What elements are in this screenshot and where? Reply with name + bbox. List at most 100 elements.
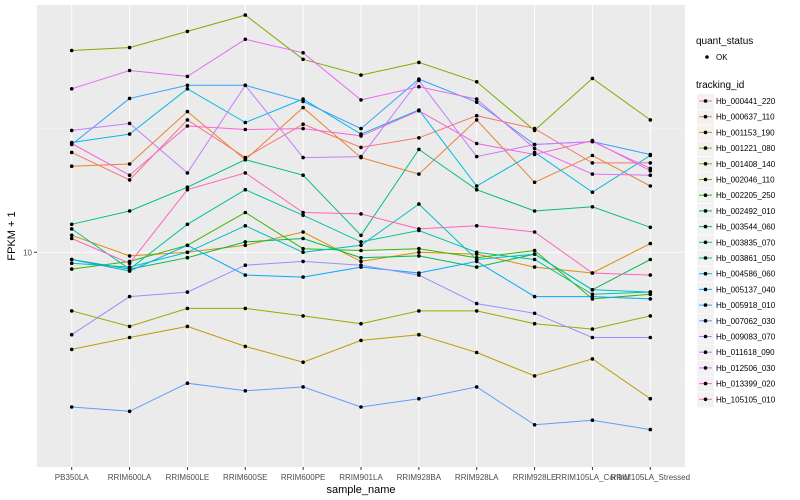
legend-label: Hb_004586_060 [716, 270, 776, 279]
legend-key-point [703, 303, 708, 307]
legend-label: Hb_007062_030 [716, 317, 776, 326]
data-point [359, 134, 363, 138]
data-point [301, 230, 305, 234]
data-point [417, 109, 421, 113]
data-point [243, 83, 248, 88]
legend-label: Hb_011618_090 [716, 348, 775, 357]
data-point [648, 173, 653, 177]
data-point [359, 259, 363, 264]
data-point [590, 153, 595, 158]
data-point [243, 273, 248, 277]
data-point [127, 121, 132, 126]
data-point [474, 350, 479, 355]
data-point [185, 29, 190, 34]
data-point [185, 290, 190, 294]
legend-key-point [703, 177, 708, 182]
data-point [648, 152, 653, 157]
data-point [185, 187, 190, 192]
data-point [590, 138, 595, 143]
data-point [185, 74, 190, 79]
data-point [474, 118, 479, 122]
data-point [185, 243, 190, 248]
data-point [69, 227, 74, 231]
data-point [590, 172, 595, 176]
data-point [417, 396, 421, 401]
legend-key-point [703, 271, 708, 276]
data-point [474, 141, 479, 146]
data-point [590, 190, 595, 194]
data-point [127, 254, 132, 258]
legend-key-point [703, 162, 708, 166]
x-tick-label: RRIM928LE [513, 473, 557, 482]
data-point [185, 83, 190, 88]
data-point [417, 309, 421, 313]
data-point [185, 109, 190, 114]
data-point [532, 294, 537, 299]
data-points [69, 13, 653, 432]
legend-point-key [705, 55, 709, 59]
data-point [532, 374, 537, 378]
data-point [243, 344, 248, 349]
data-point [69, 261, 74, 266]
legend-key-point [703, 366, 708, 370]
data-point [127, 324, 132, 329]
legend-key-point [703, 381, 708, 386]
data-point [590, 327, 595, 331]
data-point [474, 187, 479, 192]
data-point [359, 321, 363, 326]
legend-label: Hb_005918_010 [716, 301, 776, 310]
data-point [417, 254, 421, 258]
data-point [474, 265, 479, 269]
legend-key-point [703, 99, 708, 103]
data-point [243, 210, 248, 215]
data-point [301, 360, 305, 365]
x-tick-label: RRIM600SE [223, 473, 267, 482]
data-point [127, 96, 132, 101]
legend-label: Hb_012506_030 [716, 364, 776, 373]
data-point [417, 147, 421, 152]
data-point [417, 202, 421, 206]
data-point [417, 250, 421, 255]
data-point [185, 171, 190, 175]
legend-label: Hb_000637_110 [716, 113, 775, 122]
data-point [301, 210, 305, 215]
data-point [648, 297, 653, 301]
legend-label: Hb_105105_010 [716, 395, 776, 404]
legend-key-point [703, 240, 708, 245]
data-point [648, 184, 653, 188]
x-tick-label: RRIM600LA [108, 473, 152, 482]
legend-line-title: tracking_id [696, 80, 744, 91]
data-point [301, 126, 305, 131]
data-point [127, 68, 132, 73]
data-point [127, 269, 132, 273]
data-point [69, 405, 74, 409]
legend-key-point [703, 287, 708, 292]
data-point [359, 248, 363, 253]
data-point [185, 324, 190, 329]
data-point [243, 157, 248, 162]
data-point [359, 154, 363, 159]
data-point [590, 418, 595, 423]
data-point [648, 427, 653, 432]
data-point [532, 252, 537, 256]
data-point [359, 405, 363, 409]
data-point [417, 60, 421, 65]
data-point [359, 73, 363, 77]
data-point [69, 222, 74, 227]
data-point [474, 100, 479, 104]
x-axis-title: sample_name [326, 484, 395, 496]
legend-key-point [703, 319, 708, 323]
x-axis: PB350LA RRIM600LA RRIM600LE RRIM600SE RRIM60… [55, 467, 690, 482]
legend-key-point [703, 256, 708, 260]
data-point [532, 248, 537, 253]
data-point [359, 212, 363, 216]
data-point [417, 332, 421, 337]
data-point [127, 178, 132, 182]
data-point [69, 87, 74, 91]
data-point [532, 180, 537, 185]
data-point [185, 185, 190, 189]
data-point [301, 57, 305, 62]
legend-key-point [703, 193, 708, 197]
data-point [648, 257, 653, 262]
data-point [648, 168, 653, 173]
